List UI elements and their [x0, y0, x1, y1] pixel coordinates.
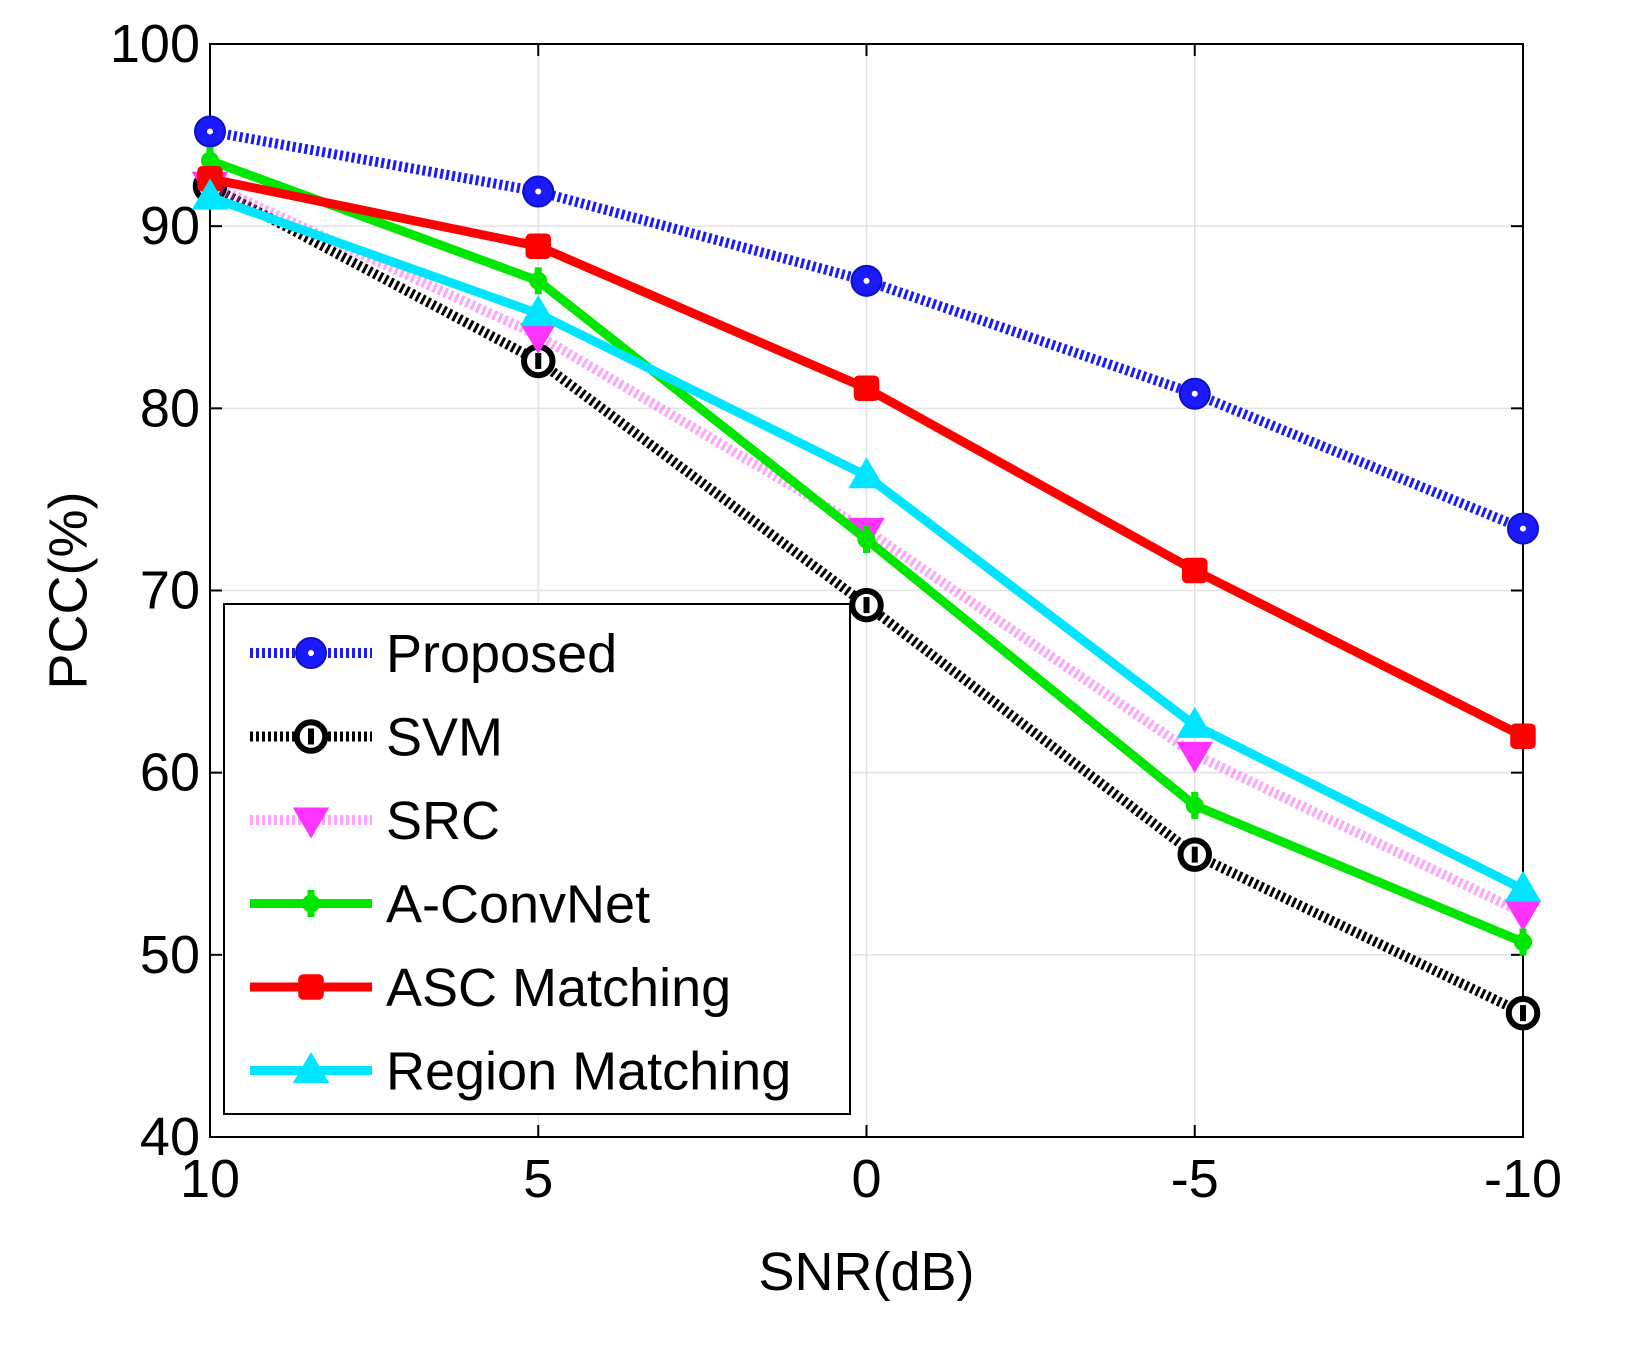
legend-item: SRC — [250, 791, 500, 851]
x-tick-label: -5 — [1171, 1149, 1219, 1209]
legend-label: Proposed — [386, 624, 617, 684]
data-point — [191, 178, 229, 210]
legend-label: A-ConvNet — [386, 875, 650, 935]
data-point — [1182, 557, 1208, 584]
legend-label: SRC — [386, 791, 500, 851]
legend-item: ASC Matching — [250, 958, 731, 1018]
x-axis-title: SNR(dB) — [758, 1242, 974, 1302]
series-line — [207, 179, 1526, 918]
data-point — [292, 807, 330, 839]
legend-item: Proposed — [250, 624, 617, 684]
data-point — [848, 457, 885, 489]
series-proposed — [194, 115, 1539, 545]
data-point-center — [535, 352, 542, 369]
legend-label: SVM — [386, 708, 503, 768]
data-point-center — [1191, 846, 1198, 863]
series-region-matching — [191, 178, 1542, 902]
y-tick-label: 60 — [140, 743, 200, 803]
data-point — [853, 375, 880, 402]
data-point-center — [1191, 390, 1198, 397]
y-tick-label: 50 — [140, 925, 200, 985]
data-point — [1510, 723, 1536, 749]
data-point-center — [535, 188, 542, 195]
data-point — [292, 1052, 330, 1084]
legend-item: SVM — [250, 708, 503, 768]
data-point-center — [863, 597, 870, 614]
legend: Proposed SVM SRC A-ConvNet ASC Matching Regio… — [223, 603, 851, 1115]
data-point-center — [1520, 525, 1526, 532]
legend-item: Region Matching — [250, 1042, 791, 1102]
y-tick-label: 90 — [140, 196, 200, 256]
data-point — [520, 295, 557, 327]
series-asc-matching — [197, 166, 1536, 749]
data-point — [1176, 706, 1213, 738]
legend-box — [223, 603, 851, 1115]
x-tick-label: 10 — [180, 1149, 240, 1209]
x-tick-label: -10 — [1484, 1149, 1562, 1209]
legend-label: Region Matching — [386, 1042, 791, 1102]
data-point — [1504, 900, 1542, 932]
y-tick-label: 70 — [140, 561, 200, 621]
series-group — [191, 115, 1542, 1031]
y-tick-label: 40 — [140, 1107, 200, 1167]
y-tick-label: 100 — [110, 14, 200, 74]
data-point — [298, 974, 324, 1000]
data-point-center — [308, 728, 314, 745]
data-point — [1176, 741, 1213, 773]
y-axis-title: PCC(%) — [38, 492, 98, 690]
legend-label: ASC Matching — [386, 958, 731, 1018]
data-point-center — [308, 650, 314, 656]
data-point-center — [207, 128, 213, 135]
x-tick-label: 0 — [851, 1149, 881, 1209]
series-a-convnet — [201, 147, 1532, 956]
data-point — [525, 233, 551, 259]
x-tick-label: 5 — [523, 1149, 553, 1209]
y-tick-label: 80 — [140, 378, 200, 438]
data-point-center — [1520, 1005, 1526, 1022]
data-point-center — [863, 277, 870, 284]
legend-item: A-ConvNet — [250, 875, 650, 935]
data-point — [1504, 870, 1542, 902]
